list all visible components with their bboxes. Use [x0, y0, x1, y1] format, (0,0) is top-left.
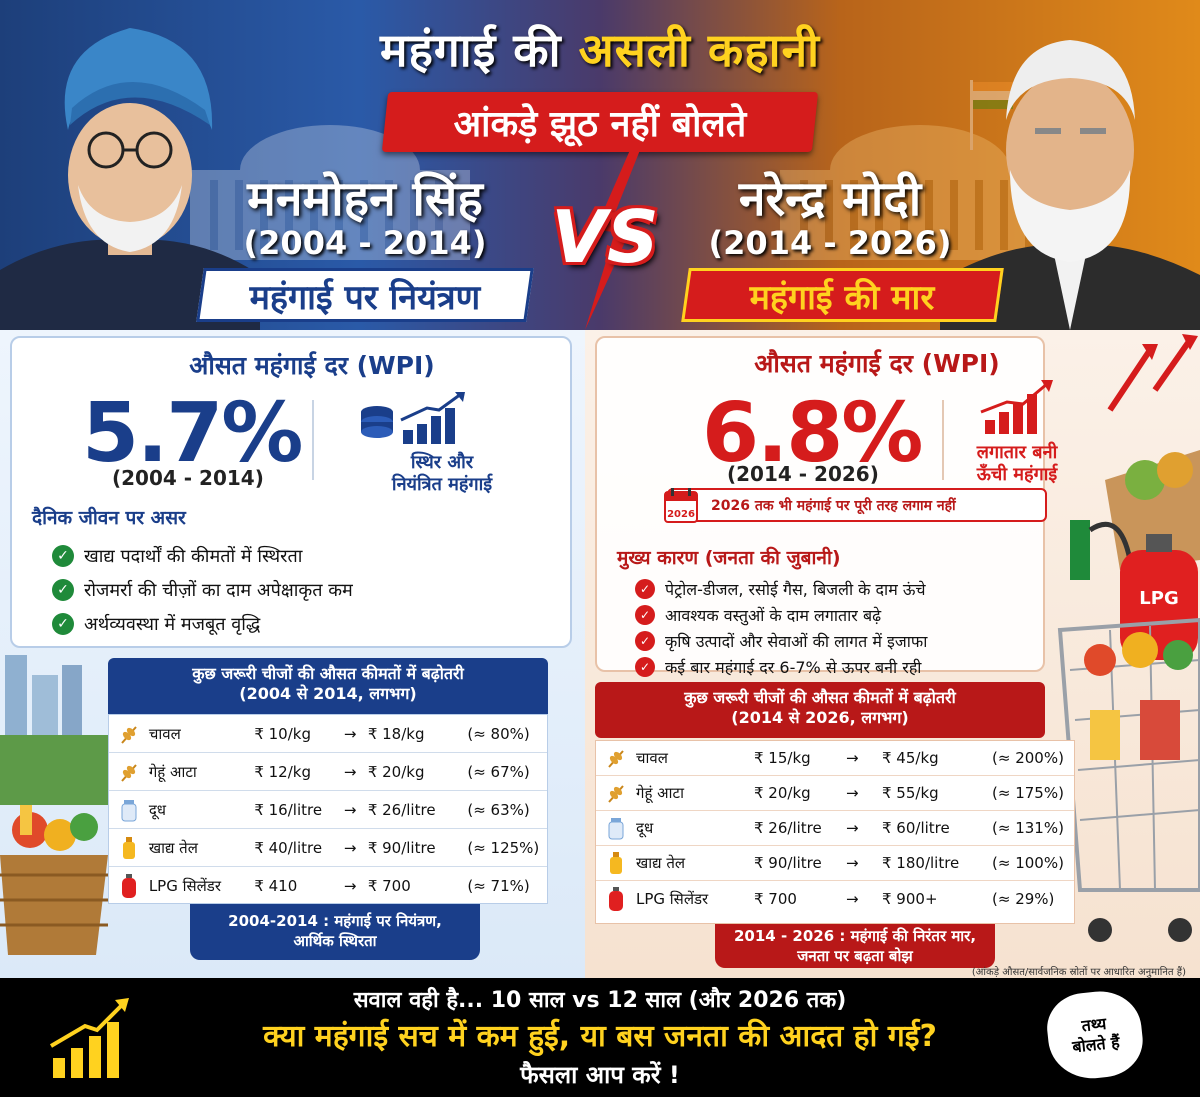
calendar-icon: 2026 [664, 488, 698, 523]
city-vegetable-basket-illustration [0, 655, 108, 955]
divider [312, 400, 314, 480]
oil-bottle-icon [596, 851, 636, 875]
table-row: दूध ₹ 16/litre → ₹ 26/litre (≈ 63%) [109, 791, 547, 829]
wheat-icon [596, 782, 636, 804]
stable-label: स्थिर और नियंत्रित महंगाई [391, 452, 493, 495]
left-tag: महंगाई पर नियंत्रण [196, 268, 534, 322]
list-item: ✓ अर्थव्यवस्था में मजबूत वृद्धि [52, 612, 260, 636]
left-avg-title: औसत महंगाई दर (WPI) [189, 351, 435, 380]
list-item: ✓ पेट्रोल-डीजल, रसोई गैस, बिजली के दाम ऊं… [635, 578, 926, 600]
list-item: ✓ कृषि उत्पादों और सेवाओं की लागत में इजा… [635, 630, 927, 652]
left-summary-box: औसत महंगाई दर (WPI) 5.7% (2004 - 2014) स… [10, 336, 572, 648]
gas-cylinder-icon [109, 873, 149, 899]
left-rate: 5.7% [82, 386, 303, 481]
left-panel: औसत महंगाई दर (WPI) 5.7% (2004 - 2014) स… [0, 330, 585, 978]
table-row: LPG सिलेंडर ₹ 700 → ₹ 900+ (≈ 29%) [596, 881, 1074, 916]
list-item: ✓ कई बार महंगाई दर 6-7% से ऊपर बनी रही [635, 656, 921, 678]
table-row: दूध ₹ 26/litre → ₹ 60/litre (≈ 131%) [596, 811, 1074, 846]
source-note: (आंकड़े औसत/सार्वजनिक स्रोतों पर आधारित … [971, 967, 1186, 978]
milk-icon [109, 798, 149, 822]
reasons-heading: मुख्य कारण (जनता की जुबानी) [617, 547, 841, 569]
svg-text:2026: 2026 [667, 509, 695, 520]
left-table-header: कुछ जरूरी चीजों की औसत कीमतों में बढ़ोतर… [108, 658, 548, 714]
table-row: खाद्य तेल ₹ 90/litre → ₹ 180/litre (≈ 100%) [596, 846, 1074, 881]
left-rate-years: (2004 - 2014) [112, 466, 264, 490]
check-icon: ✓ [52, 579, 74, 601]
header-banner: महंगाई की असली कहानी आंकड़े झूठ नहीं बोल… [0, 0, 1200, 330]
left-conclusion: 2004-2014 : महंगाई पर नियंत्रण, आर्थिक स… [190, 904, 480, 960]
left-leader-name: मनमोहन सिंह [247, 171, 483, 227]
right-leader-name: नरेन्द्र मोदी [738, 171, 922, 227]
right-leader-years: (2014 - 2026) [708, 224, 952, 262]
divider [942, 400, 944, 480]
table-row: LPG सिलेंडर ₹ 410 → ₹ 700 (≈ 71%) [109, 867, 547, 905]
footer-banner: सवाल वही है... 10 साल vs 12 साल (और 2026… [0, 978, 1200, 1097]
left-leader-years: (2004 - 2014) [243, 224, 487, 262]
right-rate-years: (2014 - 2026) [727, 462, 879, 486]
parliament-illustration [190, 125, 470, 260]
svg-text:LPG: LPG [1139, 588, 1178, 609]
main-title: महंगाई की असली कहानी [379, 23, 821, 77]
right-table-header: कुछ जरूरी चीजों की औसत कीमतों में बढ़ोतर… [595, 682, 1045, 738]
stable-growth-icon [361, 392, 465, 444]
table-row: गेहूं आटा ₹ 12/kg → ₹ 20/kg (≈ 67%) [109, 753, 547, 791]
right-panel: LPG औसत महंगाई दर (WPI) 6.8% (2014 - 202… [585, 330, 1200, 978]
shopping-cart-lpg-illustration: LPG [1057, 334, 1200, 942]
growth-chart-icon [49, 998, 129, 1078]
oil-bottle-icon [109, 836, 149, 860]
check-icon: ✓ [635, 657, 655, 677]
left-price-table: चावल ₹ 10/kg → ₹ 18/kg (≈ 80%) गेहूं आटा ₹ 12… [108, 714, 548, 904]
high-inflation-label: लगातार बनी ऊँची महंगाई [976, 442, 1058, 485]
rising-bars-icon [980, 380, 1053, 434]
list-item: ✓ आवश्यक वस्तुओं के दाम लगातार बढ़े [635, 604, 881, 626]
impact-heading: दैनिक जीवन पर असर [32, 507, 186, 529]
check-icon: ✓ [635, 631, 655, 651]
table-row: चावल ₹ 10/kg → ₹ 18/kg (≈ 80%) [109, 715, 547, 753]
table-row: चावल ₹ 15/kg → ₹ 45/kg (≈ 200%) [596, 741, 1074, 776]
table-row: खाद्य तेल ₹ 40/litre → ₹ 90/litre (≈ 125%) [109, 829, 547, 867]
wheat-icon [109, 761, 149, 783]
right-price-table: चावल ₹ 15/kg → ₹ 45/kg (≈ 200%) गेहूं आटा ₹ 2… [595, 740, 1075, 924]
check-icon: ✓ [52, 613, 74, 635]
check-icon: ✓ [52, 545, 74, 567]
check-icon: ✓ [635, 605, 655, 625]
right-conclusion: 2014 - 2026 : महंगाई की निरंतर मार, जनता… [715, 924, 995, 968]
footer-question: क्या महंगाई सच में कम हुई, या बस जनता की… [263, 1019, 937, 1054]
right-summary-box: औसत महंगाई दर (WPI) 6.8% (2014 - 2026) ल… [595, 336, 1057, 677]
footer-question-intro: सवाल वही है... 10 साल vs 12 साल (और 2026… [353, 988, 847, 1013]
facts-speak-stamp: तथ्य बोलते हैं [1043, 987, 1147, 1083]
year-note: 2026 2026 तक भी महंगाई पर पूरी तरह लगाम … [664, 488, 1047, 523]
list-item: ✓ खाद्य पदार्थों की कीमतों में स्थिरता [52, 544, 302, 568]
check-icon: ✓ [635, 579, 655, 599]
wheat-icon [109, 723, 149, 745]
portrait-manmohan-singh [0, 28, 260, 330]
footer-decision: फैसला आप करें ! [520, 1061, 680, 1089]
wheat-icon [596, 747, 636, 769]
table-row: गेहूं आटा ₹ 20/kg → ₹ 55/kg (≈ 175%) [596, 776, 1074, 811]
right-rate: 6.8% [702, 386, 923, 481]
right-tag: महंगाई की मार [681, 268, 1004, 322]
gas-cylinder-icon [596, 886, 636, 912]
right-avg-title: औसत महंगाई दर (WPI) [754, 349, 1000, 378]
portrait-narendra-modi [940, 40, 1200, 330]
milk-icon [596, 816, 636, 840]
vs-badge: VS [551, 195, 659, 279]
subtitle: आंकड़े झूठ नहीं बोलते [453, 104, 747, 145]
list-item: ✓ रोजमर्रा की चीज़ों का दाम अपेक्षाकृत क… [52, 578, 353, 602]
